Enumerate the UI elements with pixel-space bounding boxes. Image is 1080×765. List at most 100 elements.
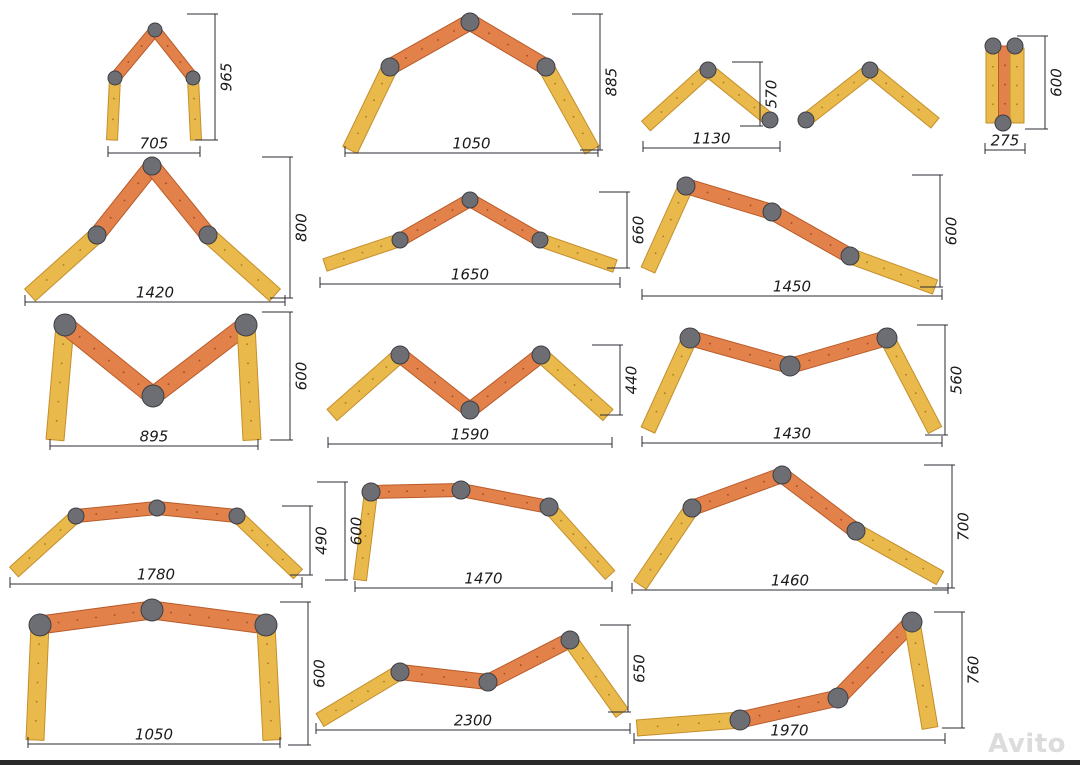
folding-layout-s17: 1970 760 <box>633 611 983 744</box>
panel-screw-dot <box>371 378 374 380</box>
panel-screw-dot <box>167 383 170 386</box>
panel-screw-dot <box>127 61 130 63</box>
height-value: 660 <box>630 216 648 245</box>
panel-screw-dot <box>672 373 675 376</box>
panel-screw-dot <box>749 353 751 356</box>
panel-screw-dot <box>28 557 31 559</box>
panel-screw-dot <box>486 209 489 211</box>
panel-screw-dot <box>373 99 375 102</box>
panel-screw-dot <box>895 355 898 358</box>
panel-screw-dot <box>59 381 61 384</box>
panel-screw-dot <box>416 367 419 370</box>
panel-screw-dot <box>451 395 454 398</box>
panel-screw-dot <box>95 616 97 619</box>
panel-screw-dot <box>905 558 908 561</box>
panel-screw-dot <box>482 493 484 496</box>
panel-screw-dot <box>57 400 60 403</box>
panel-screw-dot <box>95 513 98 515</box>
panel-screw-dot <box>361 251 364 254</box>
hinge-joint <box>451 480 471 500</box>
hinge-joint <box>198 225 218 245</box>
panel-screw-dot <box>281 558 284 561</box>
panel-screw-dot <box>680 355 683 358</box>
hinge-joint <box>67 507 85 525</box>
panel-screw-dot <box>246 343 248 346</box>
panel-screw-dot <box>488 32 490 35</box>
width-value: 1050 <box>135 726 173 744</box>
panel-screw-dot <box>108 359 110 362</box>
panel-screw-dot <box>677 201 680 204</box>
hinge-joint <box>390 662 410 682</box>
middle-panel <box>484 632 574 690</box>
panel-screw-dot <box>266 643 268 646</box>
panel-screw-dot <box>248 381 250 384</box>
panel-screw-dot <box>35 700 38 703</box>
panel-screw-dot <box>885 82 888 85</box>
panel-screw-dot <box>595 675 597 678</box>
height-value: 570 <box>763 80 781 109</box>
panel-screw-dot <box>486 395 489 398</box>
panel-screw-dot <box>914 642 917 645</box>
hinge-joint <box>682 498 702 518</box>
panel-screw-dot <box>829 244 832 246</box>
panel-screw-dot <box>55 419 58 422</box>
panel-screw-dot <box>1016 84 1018 87</box>
hinge-joint <box>984 37 1002 55</box>
panel-screw-dot <box>881 651 884 654</box>
panel-screw-dot <box>78 335 81 338</box>
hinge-joint <box>994 114 1012 132</box>
panel-screw-dot <box>196 511 198 513</box>
panel-screw-dot <box>367 513 370 515</box>
folding-layout-s5: 275 600 <box>984 35 1066 154</box>
panel-screw-dot <box>925 705 928 708</box>
panel-screw-dot <box>365 115 367 118</box>
width-value: 895 <box>140 428 169 446</box>
panel-screw-dot <box>536 655 539 658</box>
panel-screw-dot <box>526 501 528 504</box>
panel-screw-dot <box>183 371 185 374</box>
panel-screw-dot <box>560 519 563 522</box>
panel-screw-dot <box>918 663 921 666</box>
panel-screw-dot <box>257 279 260 281</box>
hinge-joint <box>361 482 381 502</box>
panel-screw-dot <box>921 684 924 687</box>
hinge-joint <box>531 345 551 365</box>
panel-screw-dot <box>554 82 557 85</box>
panel-screw-dot <box>670 537 673 540</box>
panel-screw-dot <box>655 410 658 413</box>
panel-screw-dot <box>572 115 575 118</box>
hinge-joint <box>861 61 879 79</box>
end-panel <box>106 77 121 141</box>
panel-screw-dot <box>246 621 248 624</box>
folding-layout-s14: 1460 700 <box>631 464 973 594</box>
hinge-joint <box>461 191 479 209</box>
panel-screw-dot <box>659 553 662 556</box>
width-value: 1590 <box>451 426 489 444</box>
panel-screw-dot <box>1004 83 1006 86</box>
panel-screw-dot <box>166 45 169 47</box>
panel-screw-dot <box>729 348 731 351</box>
panel-screw-dot <box>758 714 761 717</box>
end-panel <box>342 63 398 154</box>
panel-screw-dot <box>361 557 364 559</box>
folding-layout-s10: 1590 440 <box>326 344 641 448</box>
panel-screw-dot <box>810 496 813 499</box>
hinge-joint <box>228 507 246 525</box>
panel-screw-dot <box>416 229 419 231</box>
middle-panel <box>688 467 786 516</box>
panel-screw-dot <box>137 383 140 386</box>
width-value: 1050 <box>452 135 490 153</box>
panel-screw-dot <box>706 191 709 194</box>
panel-screw-dot <box>36 681 39 684</box>
width-value: 275 <box>991 132 1020 150</box>
panel-screw-dot <box>406 490 408 493</box>
folding-layout-s16: 2300 650 <box>315 624 649 734</box>
panel-screw-dot <box>709 500 711 503</box>
panel-screw-dot <box>189 614 191 616</box>
panel-screw-dot <box>847 348 850 351</box>
hinge-joint <box>234 313 258 337</box>
hinge-joint <box>107 70 123 86</box>
watermark: Avito <box>988 729 1066 759</box>
width-value: 1130 <box>692 130 730 148</box>
width-value: 1450 <box>773 278 811 296</box>
